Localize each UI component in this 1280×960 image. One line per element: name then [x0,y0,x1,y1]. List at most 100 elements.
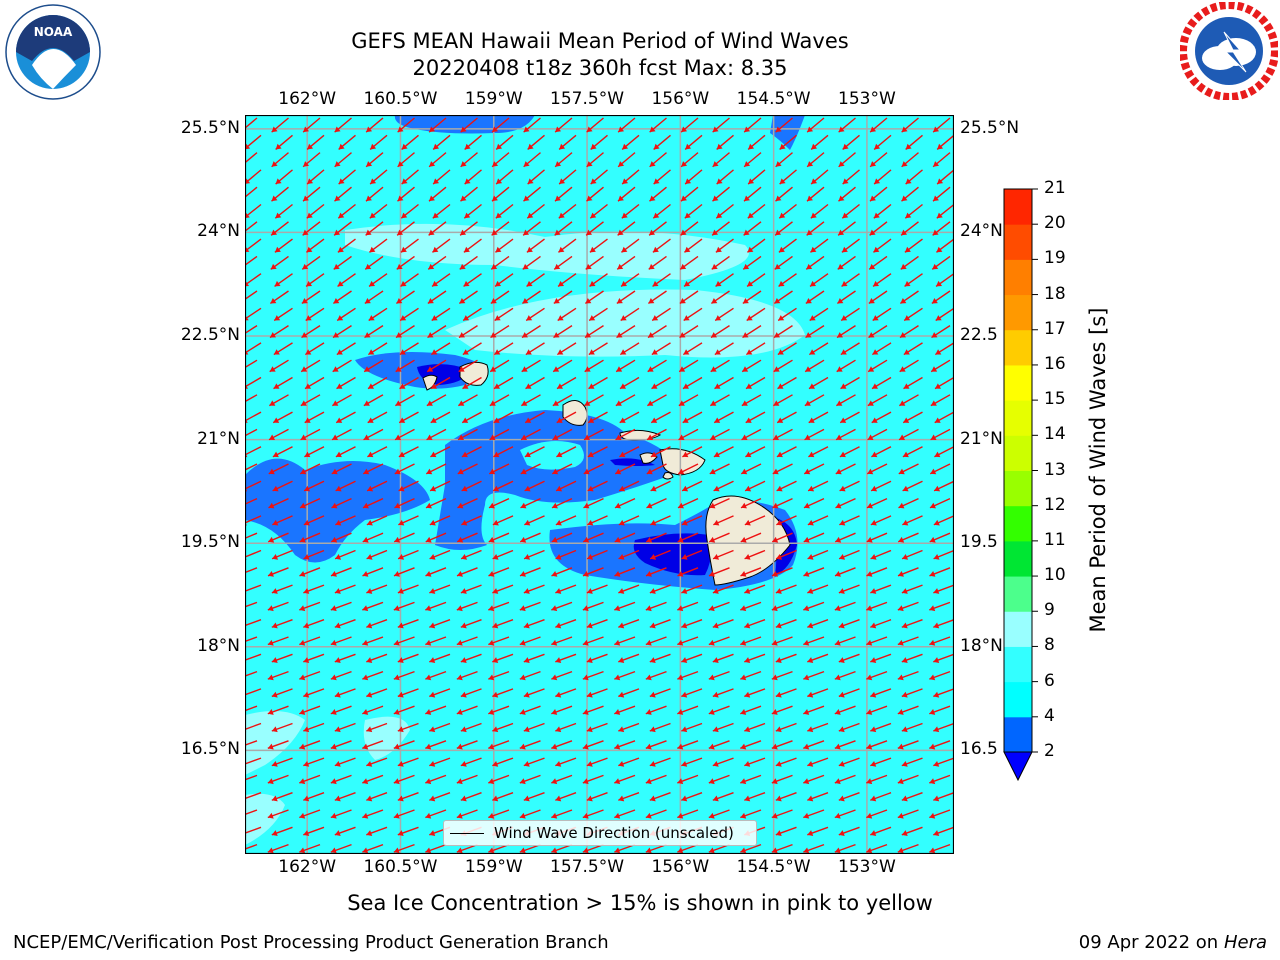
wind-arrow [936,203,954,219]
wind-arrow [268,428,289,441]
wind-arrow [425,705,447,715]
wind-arrow [494,273,514,287]
wind-arrow [463,273,482,287]
wind-arrow [585,255,604,270]
wind-arrow [742,290,762,305]
wind-arrow [834,843,856,854]
wind-arrow [334,549,356,560]
wind-arrow [870,792,892,802]
wind-arrow [682,411,703,424]
wind-arrow [648,221,667,236]
wind-arrow [932,186,951,202]
wind-arrow [271,826,293,836]
colorbar-tick-label: 21 [1044,178,1066,198]
wind-arrow [553,255,573,270]
wind-arrow [708,809,730,819]
wind-arrow [366,688,388,698]
wind-arrow [397,826,419,836]
wind-arrow [245,740,258,746]
wind-arrow [521,394,541,407]
wind-arrow [871,411,892,424]
wind-arrow [900,221,919,236]
wind-arrow [742,255,762,270]
wind-arrow [583,428,604,441]
wind-arrow [582,567,604,577]
wind-arrow [807,653,829,663]
light-band-south [245,711,410,775]
wind-arrow [303,792,325,802]
colorbar-segment [1004,400,1032,436]
wind-arrow [646,497,667,509]
wind-arrow [652,203,671,219]
wind-arrow [369,134,388,150]
x-tick-top: 153°W [838,89,896,109]
wind-arrow [803,809,825,819]
wind-arrow [489,394,510,407]
wind-arrow [274,238,293,253]
wind-arrow [588,307,608,322]
wind-arrow [645,809,667,819]
wind-arrow [303,826,325,836]
wind-arrow [804,394,825,407]
wind-arrow [397,722,419,733]
wind-arrow [620,307,640,322]
wind-arrow [680,152,699,168]
wind-arrow [395,290,415,305]
wind-arrow [871,446,892,458]
wind-arrow [362,670,384,681]
wind-arrow [587,515,608,526]
wind-arrow [331,428,352,441]
wind-arrow [775,757,797,767]
wind-arrow [903,342,923,356]
wind-arrow [303,480,325,492]
wind-arrow [490,255,510,270]
wind-arrow [713,411,734,424]
wind-arrow [582,670,604,681]
wind-arrow [838,152,856,168]
wind-arrow [369,169,388,185]
wind-arrow [649,584,671,594]
wind-arrow [519,532,541,543]
wind-arrow [871,376,892,390]
wind-arrow [300,359,321,373]
wind-arrow [586,584,608,594]
wind-arrow [337,273,356,287]
wind-arrow [740,463,762,475]
wind-arrow [551,497,573,509]
wind-arrow [393,567,415,577]
wind-arrow [714,307,734,322]
colorbar-tick-label: 14 [1044,424,1066,445]
wind-arrow [620,273,640,287]
wind-arrow [526,238,545,253]
wind-arrow [493,411,514,424]
wind-arrow [583,463,604,475]
wind-arrow [364,255,384,270]
colorbar-segment [1004,646,1032,683]
wind-arrow [589,238,608,253]
wind-arrow [267,705,289,715]
wind-arrow [365,221,384,236]
wind-arrow [872,307,892,322]
wind-arrow [834,532,856,543]
wind-arrow [710,290,730,305]
wind-arrow [744,515,766,526]
wind-arrow [245,636,258,643]
wind-arrow [712,688,734,698]
wind-arrow [397,152,415,168]
wind-arrow [711,221,730,236]
wind-arrow [274,203,293,219]
wind-arrow [803,670,825,681]
wind-arrow [520,497,541,509]
wind-arrow [680,186,699,202]
wind-arrow [425,463,447,475]
wind-arrow [555,619,577,629]
wind-arrow [245,169,262,185]
wind-arrow [904,273,923,287]
wind-arrow [586,722,608,733]
footer-date: 09 Apr 2022 on Hera [1079,932,1267,953]
wind-arrow [651,307,671,322]
wind-arrow [775,117,793,133]
wind-arrow [330,532,352,543]
wind-arrow [555,653,577,663]
wind-arrow [771,636,793,646]
